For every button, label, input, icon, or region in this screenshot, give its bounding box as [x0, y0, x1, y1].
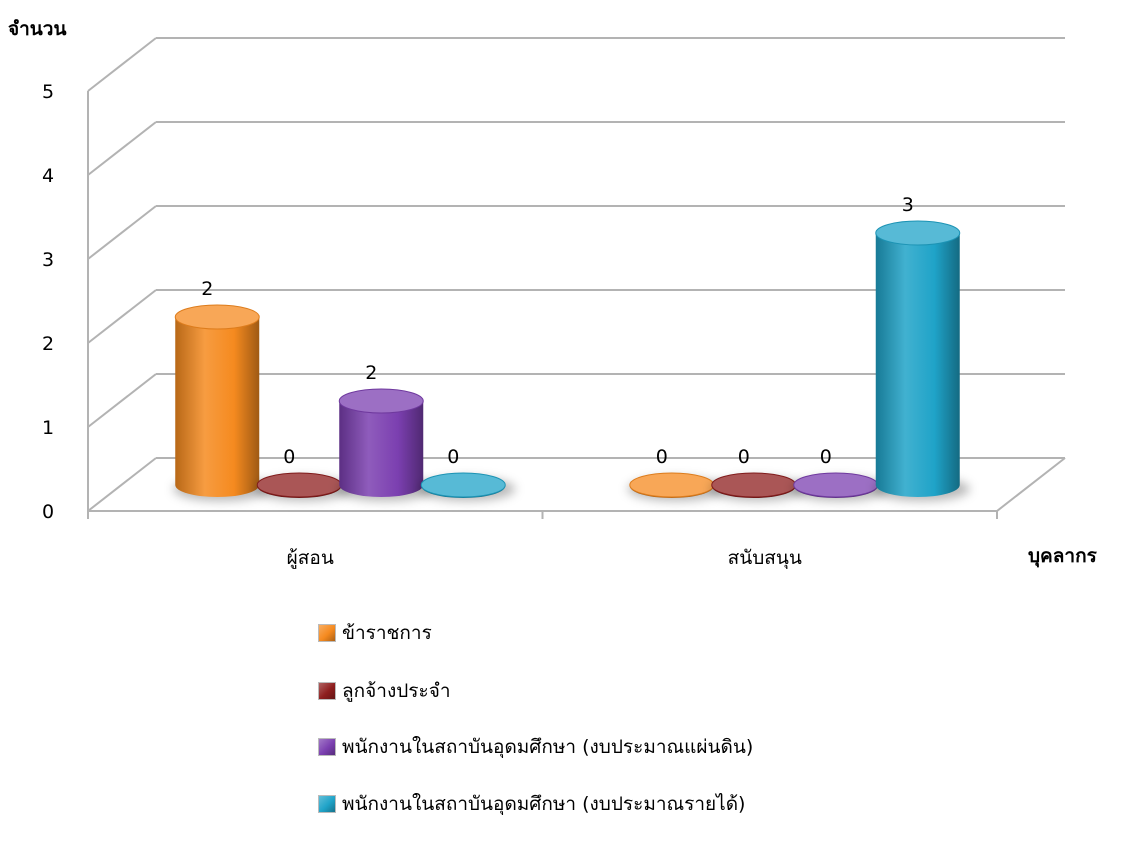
gridline-diagonal [87, 205, 157, 260]
data-label: 3 [902, 194, 914, 216]
legend-label: ลูกจ้างประจำ [342, 680, 451, 702]
bars [173, 220, 970, 501]
bar-top [256, 472, 342, 498]
legend-label: พนักงานในสถาบันอุดมศึกษา (งบประมาณรายได้… [342, 793, 746, 815]
y-tick-label: 3 [42, 249, 54, 271]
legend-label: พนักงานในสถาบันอุดมศึกษา (งบประมาณแผ่นดิ… [342, 736, 754, 758]
legend-swatch [318, 795, 336, 813]
chart-svg: 0 1 2 3 4 5 ผู้สอน สนับสนุน 2 0 2 0 0 0 0 3 [42, 37, 1066, 570]
gridline-diagonal [87, 457, 157, 512]
data-label: 2 [365, 362, 377, 384]
legend-swatch [318, 682, 336, 700]
legend: ข้าราชการลูกจ้างประจำพนักงานในสถาบันอุดม… [318, 618, 753, 847]
bar [873, 220, 970, 501]
data-label: 2 [201, 278, 213, 300]
bar-body [175, 317, 260, 497]
y-tick-label: 5 [42, 81, 54, 103]
bar-top [174, 304, 260, 330]
y-tick-label: 1 [42, 417, 54, 439]
y-tick-label: 2 [42, 333, 54, 355]
bar-top [875, 220, 961, 246]
gridline-diagonal [87, 373, 157, 428]
y-tick-label: 0 [42, 501, 54, 523]
bar-body [875, 233, 960, 497]
data-labels: 2 0 2 0 0 0 0 3 [201, 194, 914, 468]
legend-label: ข้าราชการ [342, 622, 432, 644]
bar-top [338, 388, 424, 414]
bar [709, 472, 806, 501]
bar-top [420, 472, 506, 498]
data-label: 0 [656, 446, 668, 468]
gridline-diagonal [87, 37, 157, 92]
y-tick-label: 4 [42, 165, 54, 187]
bar-body [339, 401, 424, 497]
bar [173, 304, 270, 501]
legend-item: ข้าราชการ [318, 618, 753, 648]
data-label: 0 [738, 446, 750, 468]
axes: 0 1 2 3 4 5 ผู้สอน สนับสนุน [42, 81, 1066, 570]
legend-swatch [318, 738, 336, 756]
legend-swatch [318, 624, 336, 642]
gridline-diagonal [87, 121, 157, 176]
data-label: 0 [820, 446, 832, 468]
x-tick-label: ผู้สอน [287, 547, 334, 569]
data-label: 0 [447, 446, 459, 468]
bar-top [711, 472, 797, 498]
bar [337, 388, 434, 501]
bar [627, 472, 724, 501]
gridlines [87, 37, 1065, 512]
legend-item: ลูกจ้างประจำ [318, 676, 753, 706]
bar [419, 472, 516, 501]
bar-top [629, 472, 715, 498]
gridline-diagonal [87, 289, 157, 344]
y-axis-title: จำนวน [8, 18, 67, 40]
legend-item: พนักงานในสถาบันอุดมศึกษา (งบประมาณรายได้… [318, 789, 753, 819]
x-tick-label: สนับสนุน [728, 547, 802, 570]
bar [791, 472, 888, 501]
data-label: 0 [283, 446, 295, 468]
legend-item: พนักงานในสถาบันอุดมศึกษา (งบประมาณแผ่นดิ… [318, 732, 753, 762]
bar [255, 472, 352, 501]
bar-top [793, 472, 879, 498]
x-axis-title: บุคลากร [1028, 545, 1097, 567]
